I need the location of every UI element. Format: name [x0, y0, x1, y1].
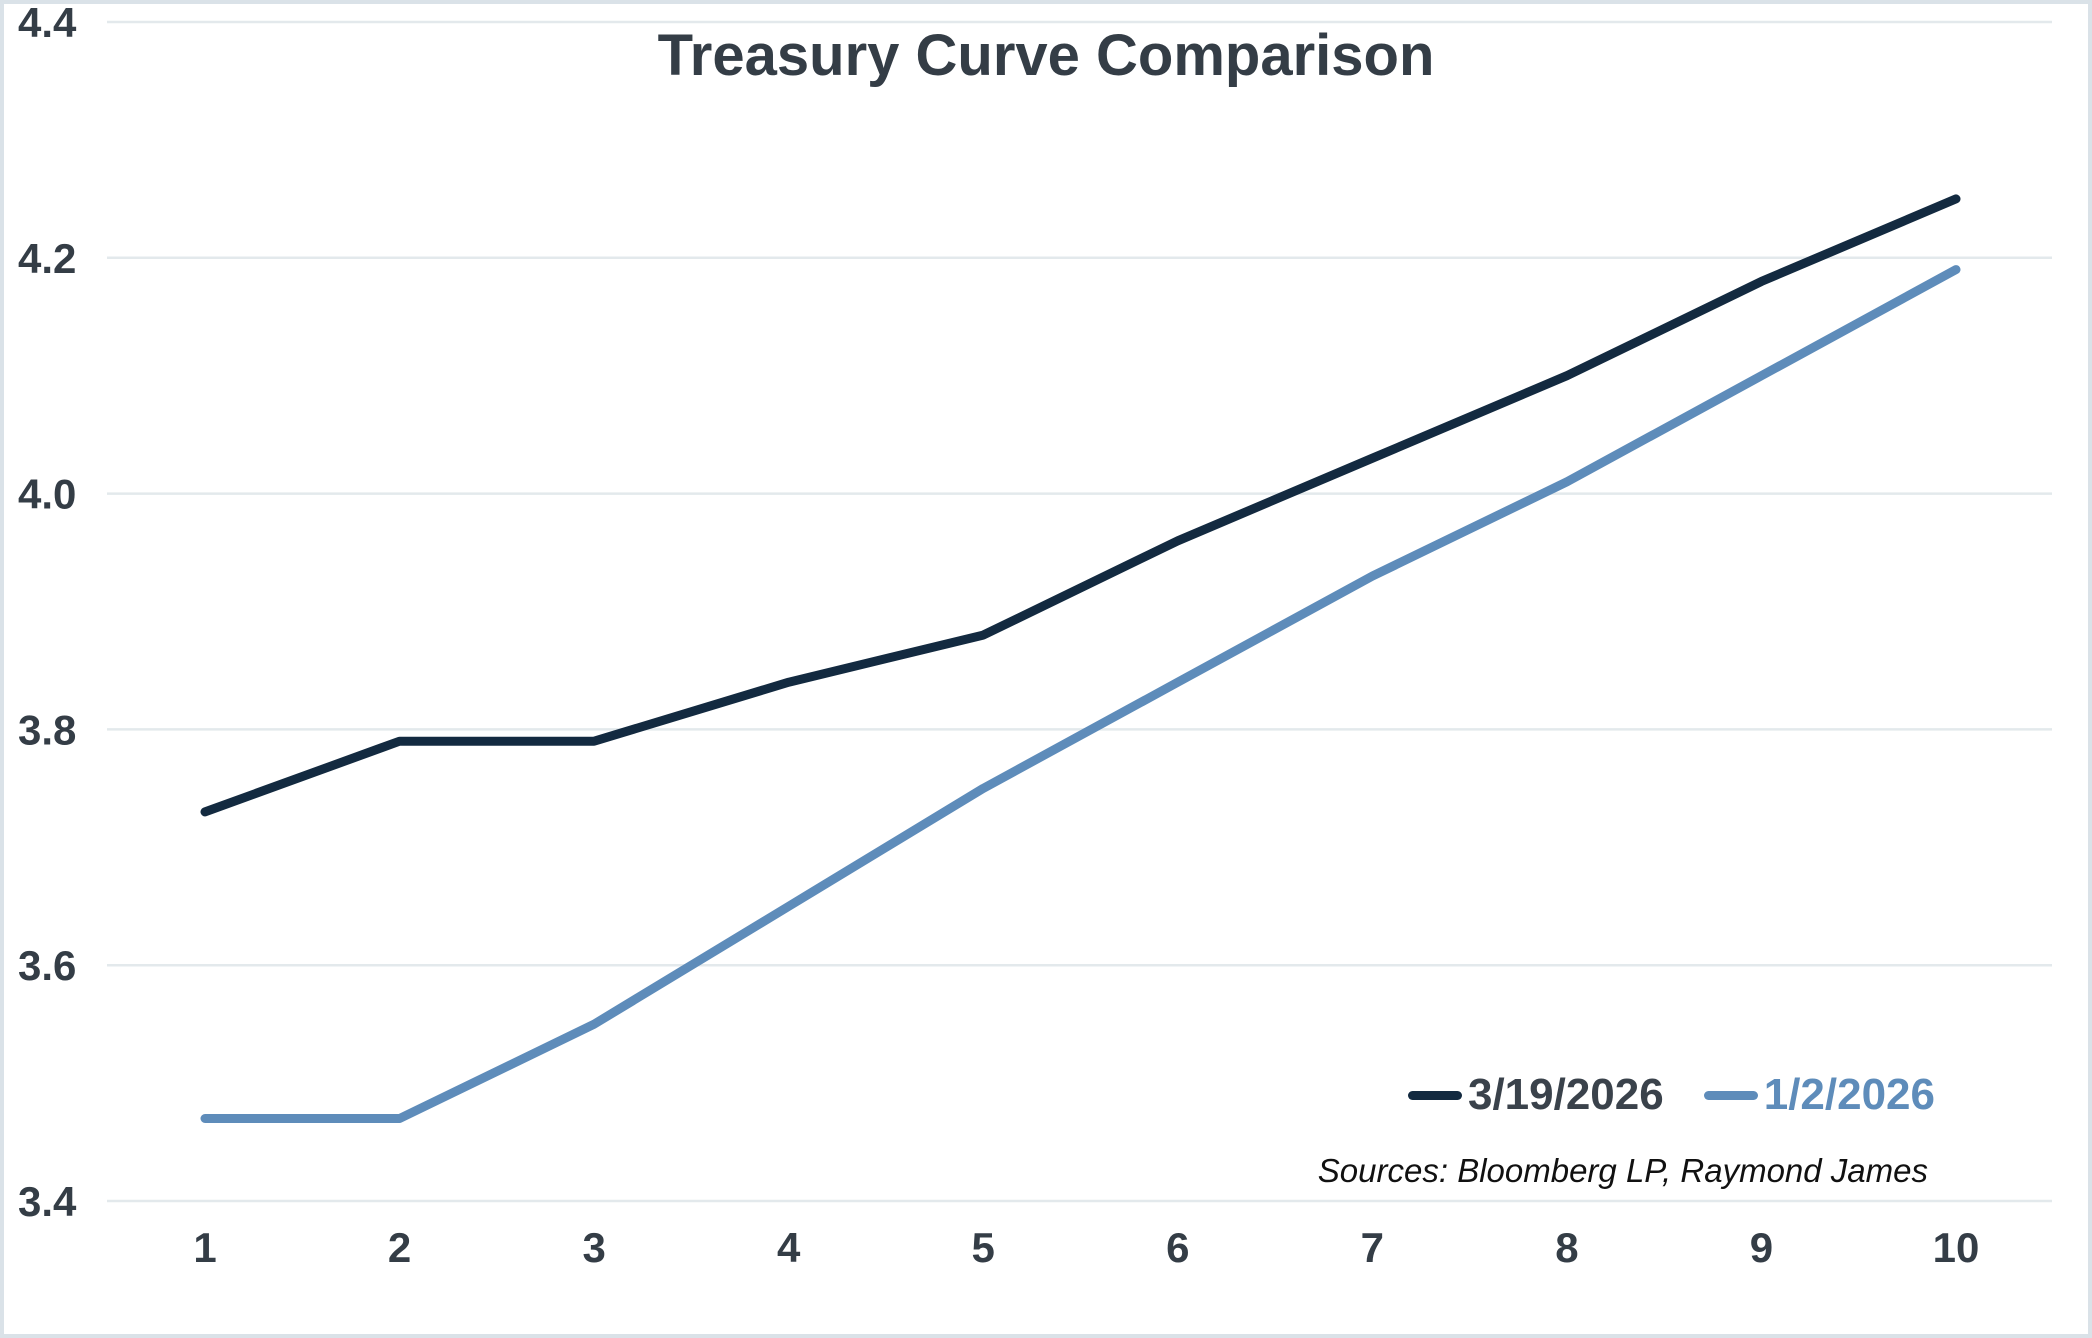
y-tick-label: 4.2	[18, 235, 76, 282]
legend-item-series-2: 1/2/2026	[1703, 1070, 1935, 1120]
legend-line-swatch-series-1	[1407, 1090, 1462, 1100]
legend: 3/19/2026 1/2/2026	[1407, 1070, 1935, 1120]
x-tick-label: 9	[1750, 1224, 1773, 1271]
chart-title: Treasury Curve Comparison	[657, 23, 1435, 88]
legend-label-series-2: 1/2/2026	[1763, 1070, 1935, 1119]
sources-note: Sources: Bloomberg LP, Raymond James	[1317, 1152, 1928, 1189]
series-line-1-2-2026	[200, 265, 1961, 1123]
y-tick-label: 3.6	[18, 942, 76, 989]
legend-item-series-1: 3/19/2026	[1407, 1070, 1664, 1120]
x-tick-label: 6	[1166, 1224, 1189, 1271]
y-tick-label: 4.4	[18, 0, 77, 46]
x-tick-label: 8	[1555, 1224, 1578, 1271]
legend-label-series-1: 3/19/2026	[1467, 1070, 1664, 1119]
x-tick-label: 5	[972, 1224, 995, 1271]
x-tick-label: 3	[582, 1224, 605, 1271]
y-tick-label: 4.0	[18, 471, 76, 518]
legend-line-swatch-series-2	[1703, 1090, 1758, 1100]
x-tick-label: 4	[777, 1224, 801, 1271]
series-line-3-19-2026	[200, 194, 1961, 817]
x-tick-label: 7	[1361, 1224, 1384, 1271]
x-tick-label: 10	[1933, 1224, 1980, 1271]
y-tick-label: 3.4	[18, 1178, 77, 1225]
x-tick-label: 1	[193, 1224, 216, 1271]
y-tick-label: 3.8	[18, 706, 76, 753]
x-tick-label: 2	[388, 1224, 411, 1271]
